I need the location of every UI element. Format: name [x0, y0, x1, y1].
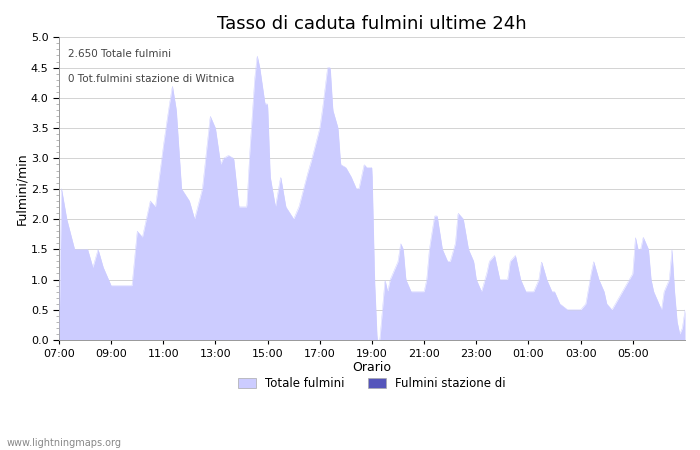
Text: 2.650 Totale fulmini: 2.650 Totale fulmini: [69, 50, 172, 59]
Text: 0 Tot.fulmini stazione di Witnica: 0 Tot.fulmini stazione di Witnica: [69, 74, 234, 84]
Legend: Totale fulmini, Fulmini stazione di: Totale fulmini, Fulmini stazione di: [233, 372, 511, 395]
Text: www.lightningmaps.org: www.lightningmaps.org: [7, 438, 122, 448]
Title: Tasso di caduta fulmini ultime 24h: Tasso di caduta fulmini ultime 24h: [217, 15, 527, 33]
Y-axis label: Fulmini/min: Fulmini/min: [15, 153, 28, 225]
X-axis label: Orario: Orario: [353, 360, 391, 374]
